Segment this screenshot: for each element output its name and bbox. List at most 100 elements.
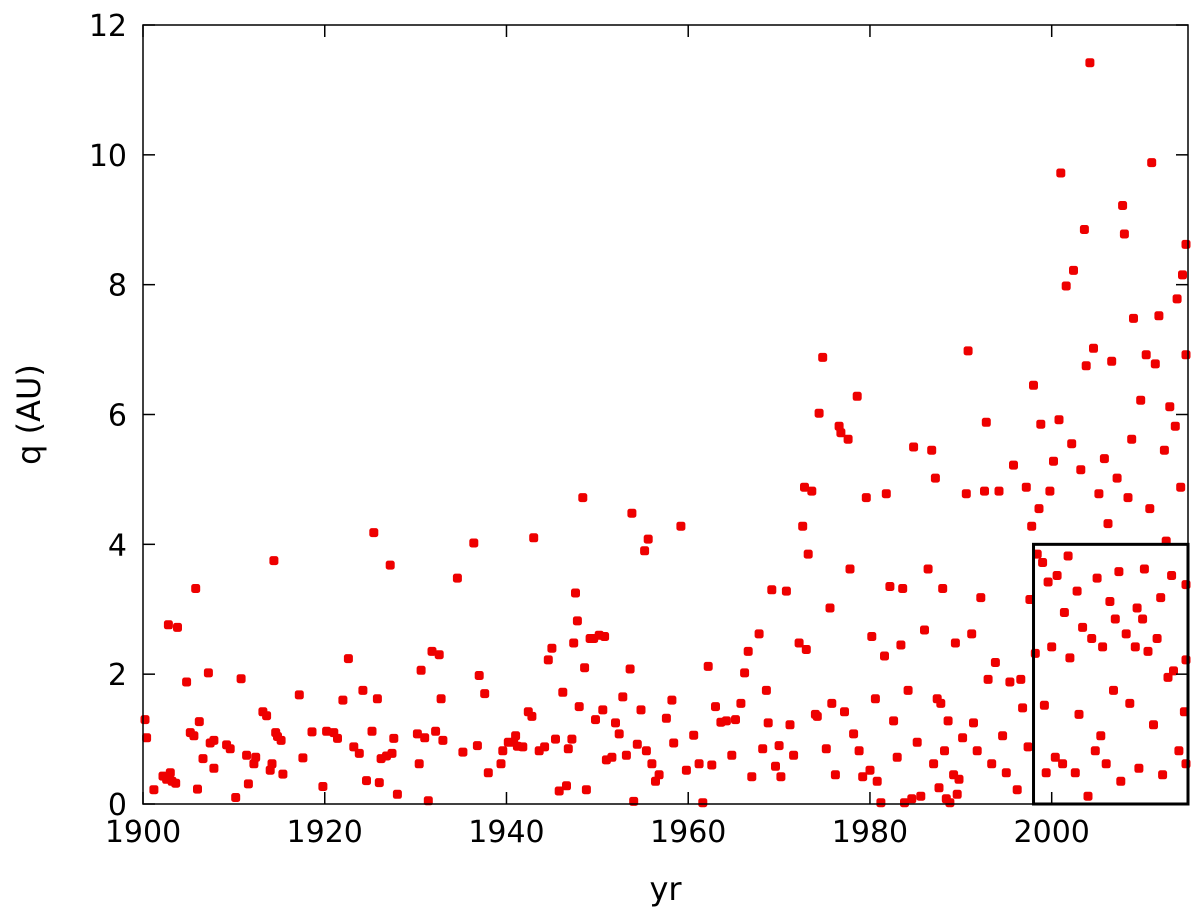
data-point [149,785,159,795]
data-point [736,698,746,708]
data-point [558,687,568,697]
data-point [969,718,978,728]
data-point [307,727,317,737]
data-point [1094,489,1104,499]
data-point [1149,720,1158,730]
data-point [1118,201,1128,210]
data-point [262,711,272,721]
data-point [1099,454,1109,464]
data-point [812,711,822,721]
data-point [165,768,175,778]
data-point [267,759,277,769]
data-point [1152,634,1162,643]
data-point [1127,434,1137,444]
data-point [358,685,368,695]
data-point [242,750,252,760]
data-point [1018,703,1028,713]
data-point [518,742,528,752]
data-point [1163,672,1173,682]
data-point [743,646,753,656]
data-point [434,650,444,660]
data-point [414,759,424,769]
data-point [1125,698,1135,708]
data-point [807,486,817,496]
data-point [929,759,939,769]
data-point [896,640,906,650]
data-point [551,734,560,744]
data-point [854,746,864,756]
data-point [998,731,1008,741]
data-point [1081,361,1091,371]
data-point [1050,752,1060,762]
data-point [774,741,784,751]
data-point [372,694,382,704]
data-point [611,718,620,728]
data-point [694,759,704,769]
data-point [800,482,809,492]
plot-frame [142,24,1189,805]
data-point [920,625,929,635]
data-point [543,655,553,665]
y-axis-label: q (AU) [10,364,48,465]
data-point [1041,768,1051,778]
y-tick-label: 2 [108,658,127,693]
data-point [578,493,588,503]
data-point [1150,359,1160,369]
data-point [338,695,348,705]
data-point [1132,603,1142,613]
data-point [640,546,650,556]
data-point [1114,567,1124,577]
data-point [632,739,642,749]
data-point [1139,564,1149,574]
data-point [438,735,448,745]
data-point [362,776,371,786]
data-point [194,717,204,727]
data-point [689,730,699,740]
data-point [1169,666,1178,676]
data-point [885,582,895,591]
data-point [1112,473,1122,483]
data-point [754,629,764,639]
data-point [972,746,982,756]
data-point [389,733,399,743]
data-point [880,651,889,661]
data-point [994,486,1004,496]
data-point [916,791,926,801]
data-point [392,789,402,799]
y-tick-label: 10 [89,139,127,174]
data-point [423,796,433,806]
data-point [907,794,917,804]
data-point [1103,519,1113,529]
data-point [1092,573,1102,583]
data-point [1085,58,1095,68]
data-point [140,715,150,725]
y-tick-label: 0 [108,788,127,823]
data-point [1065,653,1075,663]
data-point [251,752,261,762]
data-point [1109,685,1118,695]
data-point [189,731,199,741]
data-point [903,685,913,695]
data-point [867,632,877,641]
data-point [1159,445,1169,455]
data-point [945,798,955,808]
data-point [1154,311,1164,321]
data-point [963,346,973,356]
data-point [333,733,342,743]
data-point [349,742,359,752]
data-point [1138,614,1148,624]
data-point [193,784,202,794]
data-point [298,753,308,763]
data-point [236,674,246,684]
y-tick-label: 12 [89,9,127,44]
data-point [571,588,580,598]
data-point [598,705,608,715]
data-point [452,573,462,583]
data-point [763,718,773,728]
data-point [1178,270,1187,280]
data-point [940,746,949,756]
data-point [1170,421,1180,431]
data-point [1016,674,1026,684]
data-point [1079,225,1089,234]
